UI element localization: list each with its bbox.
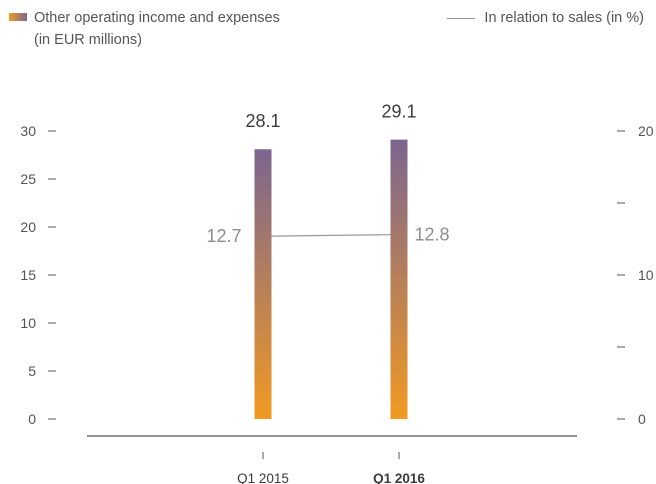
line-value-label: 12.7 (206, 226, 241, 246)
y-right-tick-label: 0 (638, 411, 646, 427)
legend-bars: Other operating income and expenses (in … (9, 7, 280, 51)
y-right-tick-label: 10 (638, 267, 654, 283)
legend-bar-unit: (in EUR millions) (34, 32, 142, 48)
legend-bar-label: Other operating income and expenses (34, 10, 280, 26)
y-left-tick-label: 15 (20, 267, 36, 283)
y-left-tick-label: 20 (20, 219, 36, 235)
line-series (271, 234, 391, 237)
legend-bar-swatch (9, 13, 27, 21)
legend-line: In relation to sales (in %) (447, 7, 644, 29)
y-right-tick-label: 20 (638, 123, 654, 139)
bar (390, 139, 408, 419)
y-left-tick-label: 5 (28, 363, 36, 379)
bar-value-label: 28.1 (245, 111, 280, 131)
y-left-tick-label: 0 (28, 411, 36, 427)
legend-line-swatch (447, 17, 476, 19)
line-value-label: 12.8 (415, 225, 450, 245)
y-left-tick-label: 30 (20, 123, 36, 139)
bar-value-label: 29.1 (381, 102, 416, 122)
bar (254, 149, 272, 420)
x-tick-label: Q1 2016 (373, 471, 425, 484)
y-left-tick-label: 25 (20, 171, 36, 187)
x-tick-label: Q1 2015 (237, 471, 289, 484)
legend-bar-text: Other operating income and expenses (in … (34, 7, 280, 51)
y-left-tick-label: 10 (20, 315, 36, 331)
legend-line-label: In relation to sales (in %) (484, 10, 644, 26)
